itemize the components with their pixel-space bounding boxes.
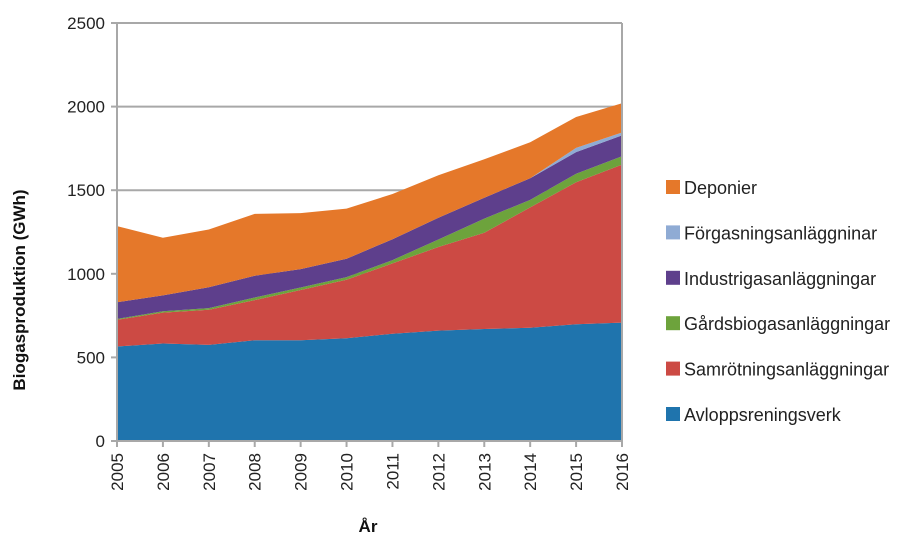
- legend-swatch: [666, 270, 680, 285]
- area-series-3: [117, 135, 622, 319]
- x-tick-label: 2012: [429, 453, 448, 491]
- x-tick-label: 2013: [475, 453, 494, 491]
- y-tick-label: 2500: [67, 14, 105, 33]
- legend-swatch: [666, 361, 680, 376]
- area-series-1: [117, 164, 622, 347]
- legend-swatch: [666, 225, 680, 240]
- legend: Deponier Förgasningsanläggninar Industriga…: [666, 178, 890, 425]
- area-series-group: [117, 103, 622, 441]
- y-tick-label: 1000: [67, 265, 105, 284]
- area-series-5: [117, 103, 622, 303]
- x-tick-label: 2008: [246, 453, 265, 491]
- legend-label: Samrötningsanläggningar: [684, 360, 889, 380]
- x-tick-label: 2007: [200, 453, 219, 491]
- x-tick-label: 2009: [292, 453, 311, 491]
- legend-label: Gårdsbiogasanläggningar: [684, 314, 890, 334]
- x-tick-label: 2005: [108, 453, 127, 491]
- y-tick-label: 2000: [67, 98, 105, 117]
- y-tick-label: 500: [77, 348, 105, 367]
- y-tick-label: 0: [96, 432, 105, 451]
- x-tick-label: 2015: [567, 453, 586, 491]
- x-tick-label: 2011: [383, 453, 402, 490]
- legend-swatch: [666, 180, 680, 194]
- x-tick-label: 2010: [338, 453, 357, 491]
- legend-label: Industrigasanläggningar: [684, 269, 876, 289]
- x-tick-label: 2016: [613, 453, 632, 491]
- axes: [111, 22, 623, 447]
- x-tick-label: 2014: [521, 453, 540, 491]
- y-tick-label: 1500: [67, 181, 105, 200]
- legend-label: Avloppsreningsverk: [684, 405, 842, 425]
- legend-label: Deponier: [684, 178, 757, 198]
- legend-label: Förgasningsanläggninar: [684, 223, 877, 243]
- x-axis-title: År: [359, 517, 378, 536]
- x-tick-label: 2006: [154, 453, 173, 491]
- area-series-0: [117, 322, 622, 441]
- tick-labels: 0 500 1000 1500 2000 2500 2005 2006 2007 2008 2009…: [67, 14, 632, 491]
- legend-swatch: [666, 316, 680, 331]
- legend-swatch: [666, 407, 680, 421]
- y-axis-title: Biogasproduktion (GWh): [10, 189, 29, 390]
